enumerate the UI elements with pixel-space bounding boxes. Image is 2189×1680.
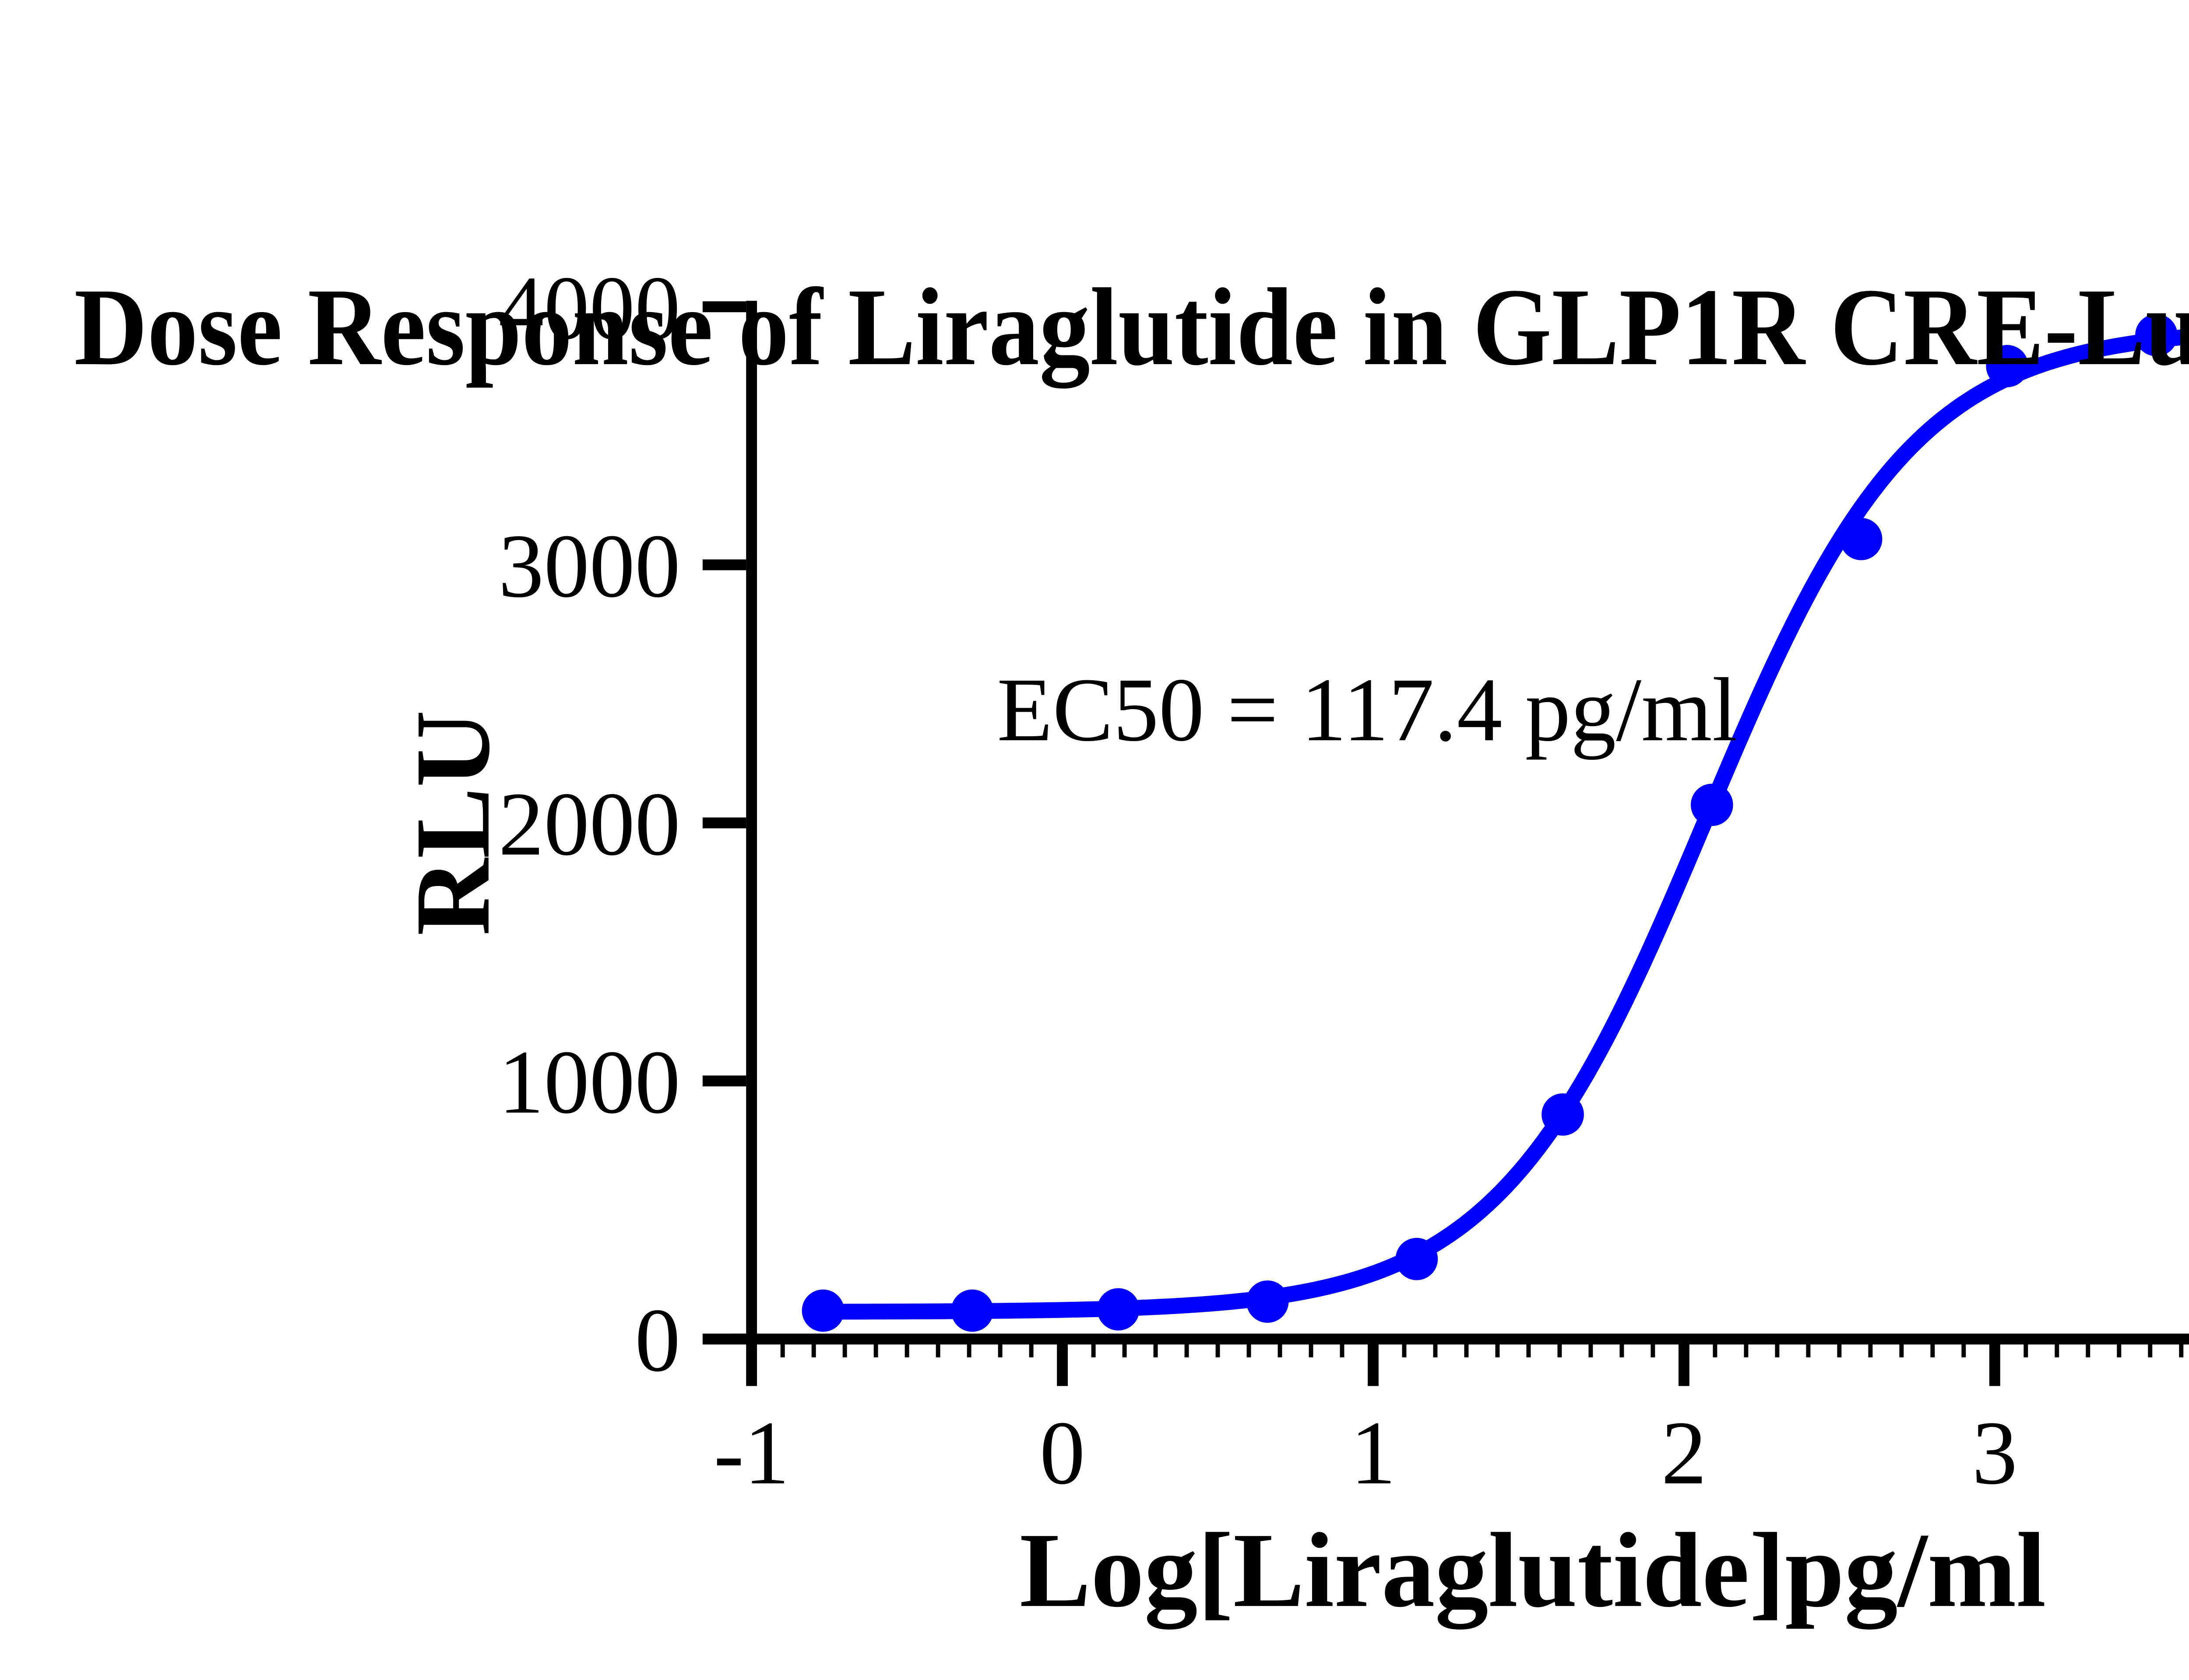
x-tick-label: 0 [1040,1402,1085,1503]
x-tick-label: 2 [1661,1402,1707,1503]
axes: -10123401000200030004000 [498,257,2189,1503]
data-point [1840,518,1883,560]
x-tick-label: 1 [1351,1402,1396,1503]
ec50-annotation: EC50 = 117.4 pg/ml [997,659,1737,760]
x-tick-label: -1 [714,1402,789,1503]
data-point [1690,784,1733,826]
y-tick-label: 1000 [498,1032,680,1132]
y-tick-label: 4000 [498,257,680,358]
series-liraglutide [802,314,2189,1332]
data-point [1541,1093,1584,1136]
data-point [951,1289,994,1332]
y-tick-label: 2000 [498,773,680,874]
data-point [1097,1288,1140,1331]
x-axis-title: Log[Liraglutide]pg/ml [1020,1511,2046,1630]
data-point [2135,314,2178,356]
y-tick-label: 0 [635,1290,680,1390]
data-point [1246,1280,1289,1323]
y-axis-title: RLU [394,710,512,935]
chart-title: Dose Response of Liraglutide in GLP1R CR… [74,266,2189,389]
data-point [1395,1237,1438,1280]
fit-curve [815,329,2189,1320]
y-tick-label: 3000 [498,516,680,616]
data-point [1986,345,2029,387]
x-tick-label: 3 [1972,1402,2017,1503]
data-point [802,1289,845,1332]
